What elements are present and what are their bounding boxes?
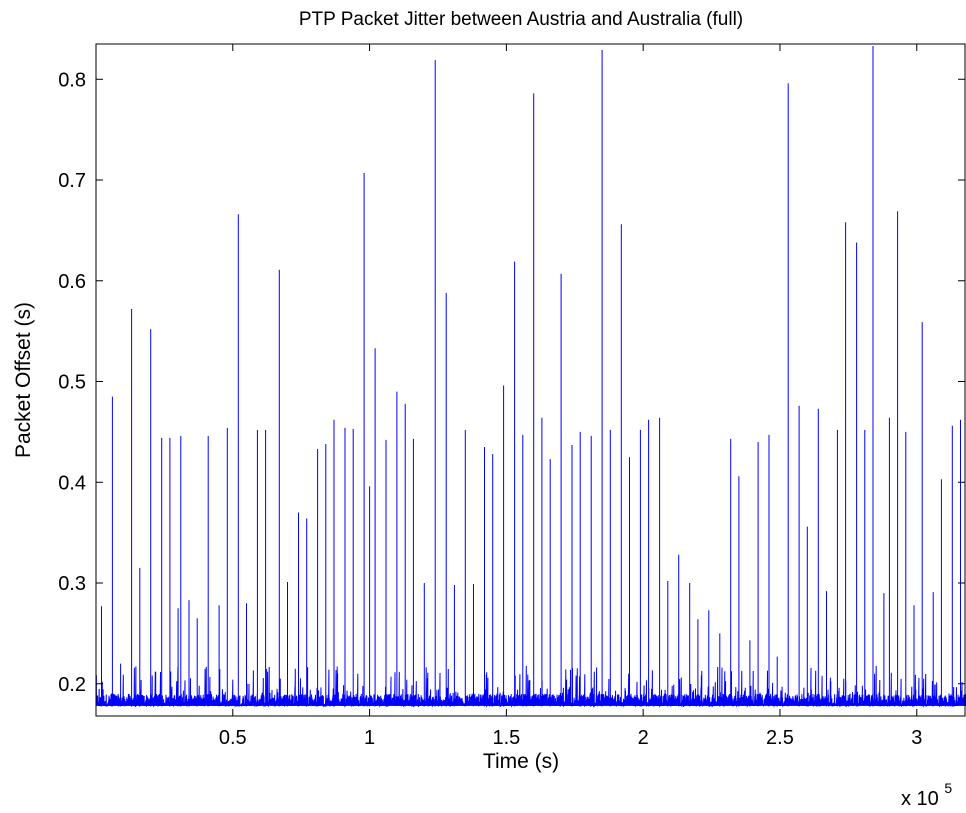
plot-area — [96, 46, 966, 708]
y-tick-label: 0.5 — [58, 372, 86, 394]
x-tick-label: 3 — [911, 727, 922, 749]
x-tick-label: 0.5 — [219, 727, 247, 749]
chart-title: PTP Packet Jitter between Austria and Au… — [299, 9, 743, 30]
x-multiplier-base: x 10 — [901, 788, 939, 810]
x-axis: 0.5 1 1.5 2 2.5 3 — [219, 44, 922, 749]
y-axis: 0.2 0.3 0.4 0.5 0.6 0.7 0.8 — [58, 69, 965, 696]
axes-frame — [95, 43, 966, 717]
y-tick-label: 0.4 — [58, 472, 86, 494]
y-tick-label: 0.8 — [58, 69, 86, 91]
y-tick-label: 0.2 — [58, 674, 86, 696]
series-line-jitter — [96, 46, 966, 708]
axes-box — [95, 43, 966, 717]
x-axis-multiplier: x 10 5 — [901, 780, 952, 810]
x-tick-label: 2.5 — [766, 727, 794, 749]
x-multiplier-exponent: 5 — [944, 780, 952, 796]
x-tick-label: 1.5 — [492, 727, 520, 749]
y-tick-label: 0.3 — [58, 573, 86, 595]
y-axis-label: Packet Offset (s) — [12, 302, 35, 458]
x-tick-label: 2 — [638, 727, 649, 749]
x-axis-label: Time (s) — [483, 750, 559, 773]
y-tick-label: 0.7 — [58, 170, 86, 192]
x-tick-label: 1 — [364, 727, 375, 749]
y-tick-label: 0.6 — [58, 271, 86, 293]
